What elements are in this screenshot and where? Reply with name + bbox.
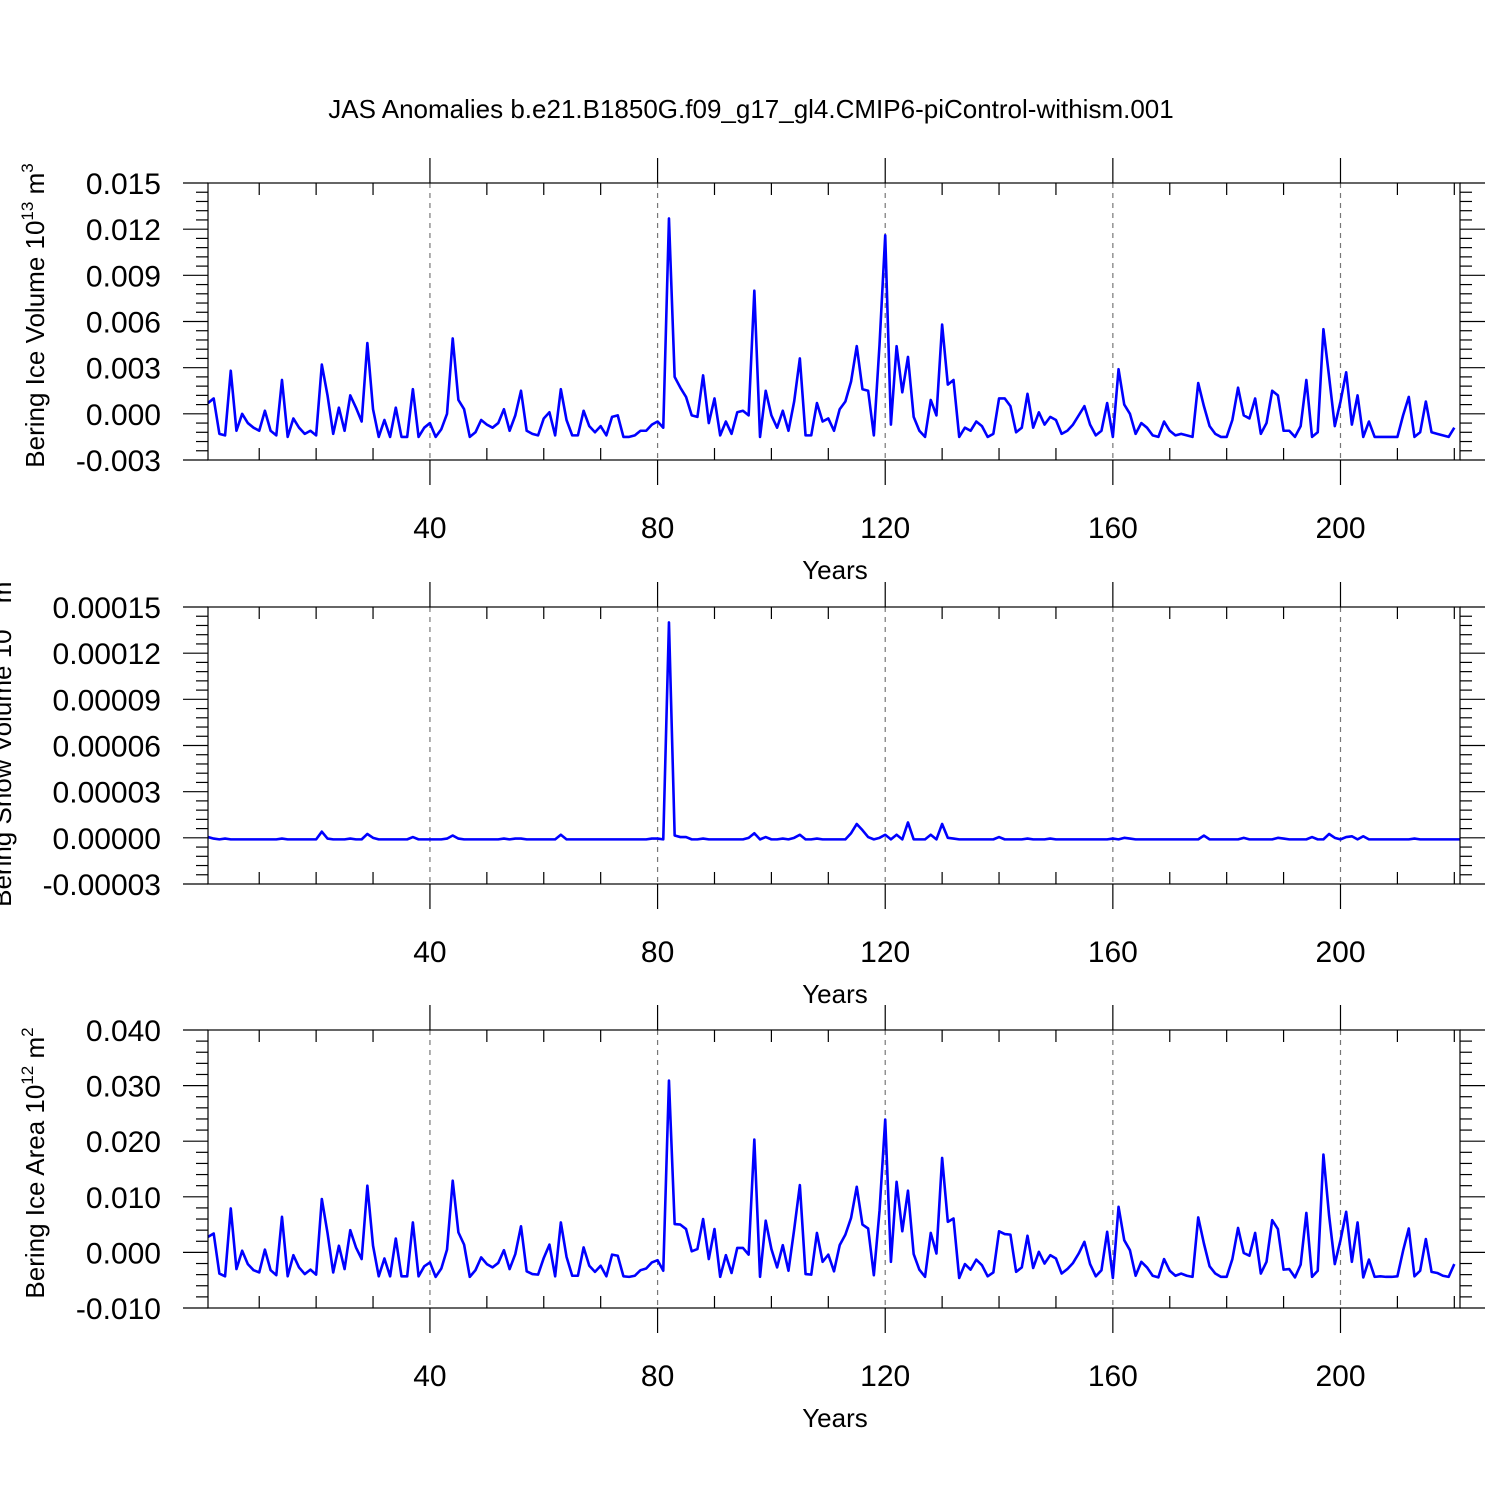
y-tick-label: 0.040 — [86, 1015, 161, 1048]
y-tick-label: 0.00012 — [53, 638, 161, 671]
y-tick-label: -0.00003 — [43, 869, 161, 902]
x-tick-label: 40 — [413, 936, 446, 969]
chart-panel-3: -0.010 0.000 0.010 0.020 0.030 0.040 40 80 120 16… — [18, 1005, 1485, 1433]
y-tick-label: 0.012 — [86, 214, 161, 247]
plot-frame — [207, 1029, 1461, 1309]
x-axis-title: Years — [802, 555, 868, 585]
y-tick-label: 0.00009 — [53, 684, 161, 717]
x-tick-label: 120 — [860, 1360, 910, 1393]
y-tick-label: 0.00000 — [53, 823, 161, 856]
y-tick-label: 0.00003 — [53, 777, 161, 810]
data-series-line — [207, 1079, 1456, 1280]
y-axis-title: Bering Ice Volume 1013 m3 — [18, 163, 50, 467]
chart-panel-1: -0.003 0.000 0.003 0.006 0.009 0.012 0.015 40 80… — [18, 158, 1485, 585]
x-axis-title: Years — [802, 1403, 868, 1433]
x-tick-label: 40 — [413, 1360, 446, 1393]
x-tick-label: 200 — [1315, 936, 1365, 969]
x-tick-label: 200 — [1315, 1360, 1365, 1393]
x-axis-title: Years — [802, 979, 868, 1009]
x-tick-label: 120 — [860, 936, 910, 969]
y-tick-label: 0.020 — [86, 1126, 161, 1159]
panels: -0.003 0.000 0.003 0.006 0.009 0.012 0.015 40 80… — [0, 158, 1485, 1433]
y-tick-label: 0.000 — [86, 399, 161, 432]
y-tick-label: 0.006 — [86, 307, 161, 340]
data-series-line — [207, 621, 1460, 841]
y-axis-title: Bering Snow Volume 1013 m3 — [0, 572, 17, 907]
y-tick-label: -0.010 — [76, 1293, 161, 1326]
x-tick-label: 80 — [641, 512, 674, 545]
x-tick-label: 80 — [641, 936, 674, 969]
x-tick-label: 120 — [860, 512, 910, 545]
y-tick-label: 0.009 — [86, 260, 161, 293]
data-series-line — [207, 217, 1456, 439]
x-tick-label: 160 — [1088, 512, 1138, 545]
figure-title: JAS Anomalies b.e21.B1850G.f09_g17_gl4.C… — [328, 94, 1173, 124]
y-tick-label: 0.003 — [86, 353, 161, 386]
x-tick-label: 200 — [1315, 512, 1365, 545]
y-axis-title: Bering Ice Area 1012 m2 — [18, 1027, 50, 1298]
y-tick-label: 0.010 — [86, 1182, 161, 1215]
plot-frame — [207, 606, 1461, 885]
y-tick-label: 0.000 — [86, 1237, 161, 1270]
x-tick-label: 40 — [413, 512, 446, 545]
y-tick-label: 0.030 — [86, 1071, 161, 1104]
x-tick-label: 160 — [1088, 936, 1138, 969]
y-tick-label: 0.00015 — [53, 592, 161, 625]
x-tick-label: 80 — [641, 1360, 674, 1393]
y-tick-label: 0.00006 — [53, 731, 161, 764]
y-tick-label: 0.015 — [86, 168, 161, 201]
plot-frame — [207, 182, 1461, 461]
y-tick-label: -0.003 — [76, 445, 161, 478]
chart-panel-2: -0.00003 0.00000 0.00003 0.00006 0.00009 0.00… — [0, 572, 1485, 1009]
x-tick-label: 160 — [1088, 1360, 1138, 1393]
